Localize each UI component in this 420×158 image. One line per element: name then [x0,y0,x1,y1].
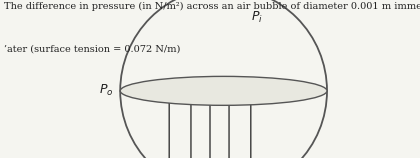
Text: The difference in pressure (in N/m²) across an air bubble of diameter 0.001 m im: The difference in pressure (in N/m²) acr… [4,2,420,11]
Ellipse shape [120,76,327,105]
Text: $P_o$: $P_o$ [100,83,114,98]
Text: ’ater (surface tension = 0.072 N/m): ’ater (surface tension = 0.072 N/m) [4,44,181,53]
Text: $P_i$: $P_i$ [251,10,263,25]
